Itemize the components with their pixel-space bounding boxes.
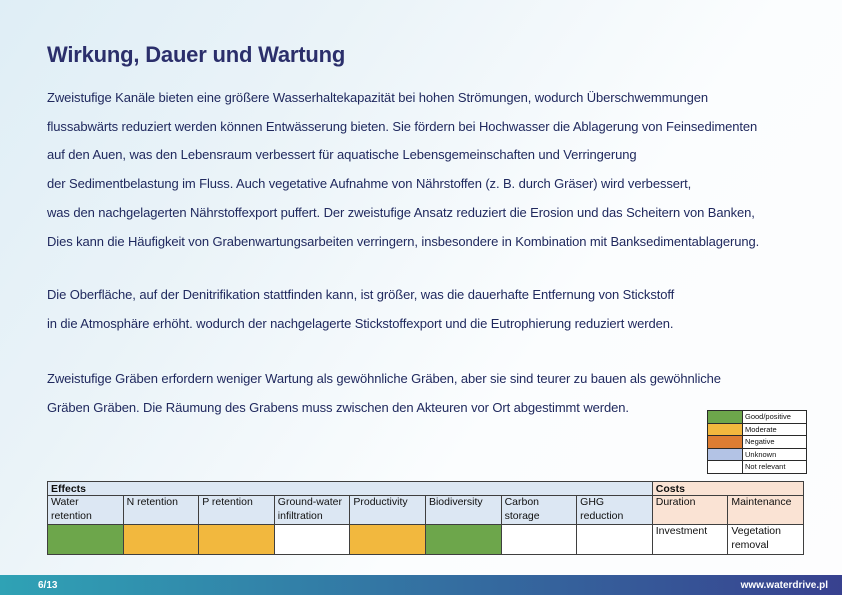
col-header-maintenance: Maintenance: [727, 495, 804, 525]
legend-row: Negative: [707, 435, 807, 449]
rating-cell-ghg-reduction: [576, 524, 653, 555]
text-line: auf den Auen, was den Lebensraum verbess…: [47, 147, 637, 163]
rating-cell-carbon-storage: [500, 524, 578, 555]
text-line: Gräben Gräben. Die Räumung des Grabens m…: [47, 399, 629, 415]
legend-row: Unknown: [707, 447, 807, 462]
legend-swatch-not-relevant: [707, 460, 743, 474]
legend-label: Good/positive: [742, 410, 807, 424]
cell-vegetation-removal: Vegetation removal: [727, 524, 804, 555]
page-number: 6/13: [38, 579, 58, 591]
legend-row: Good/positive: [707, 410, 807, 424]
col-header-biodiversity: Biodiversity: [424, 495, 502, 525]
legend-row: Not relevant: [707, 460, 807, 474]
legend-label: Negative: [742, 435, 807, 449]
text-line: der Sedimentbelastung im Fluss. Auch veg…: [47, 176, 692, 192]
rating-cell-biodiversity: [424, 524, 502, 555]
paragraph-maintenance: Zweistufige Gräben erfordern weniger War…: [47, 365, 834, 422]
rating-cell-n-retention: [122, 524, 200, 555]
page-title: Wirkung, Dauer und Wartung: [47, 42, 346, 67]
text-line: Die Oberfläche, auf der Denitrifikation …: [47, 287, 675, 302]
paragraph-denitrification: Die Oberfläche, auf der Denitrifikation …: [47, 281, 834, 338]
legend-label: Moderate: [742, 422, 807, 437]
col-header-productivity: Productivity: [349, 495, 426, 525]
text-line: was den nachgelagerten Nährstoffexport p…: [47, 204, 755, 220]
legend-swatch-good: [707, 410, 743, 424]
rating-row: Investment Vegetation removal: [47, 524, 804, 555]
legend-swatch-negative: [707, 435, 743, 449]
col-header-carbon-storage: Carbon storage: [500, 495, 578, 525]
text-line: flussabwärts reduziert werden können Ent…: [47, 118, 758, 134]
rating-cell-p-retention: [198, 524, 275, 555]
rating-cell-productivity: [349, 524, 426, 555]
cell-investment: Investment: [651, 524, 729, 555]
text-line: in die Atmosphäre erhöht. wodurch der na…: [47, 315, 674, 331]
col-header-water-retention: Water retention: [47, 495, 124, 525]
text-line: Zweistufige Gräben erfordern weniger War…: [47, 371, 721, 386]
legend-swatch-moderate: [707, 422, 743, 437]
effects-costs-table: Effects Costs Water retention N retentio…: [47, 481, 805, 555]
paragraph-effects: Zweistufige Kanäle bieten eine größere W…: [47, 84, 834, 256]
footer-bar: 6/13 www.waterdrive.pl: [0, 575, 842, 595]
col-header-n-retention: N retention: [122, 495, 200, 525]
legend-table: Good/positive Moderate Negative Unknown …: [707, 410, 807, 474]
column-header-row: Water retention N retention P retention …: [47, 495, 804, 525]
col-header-duration: Duration: [651, 495, 729, 525]
legend-label: Unknown: [742, 447, 807, 462]
rating-cell-water-retention: [47, 524, 124, 555]
footer-website: www.waterdrive.pl: [740, 579, 828, 591]
col-header-groundwater-infiltration: Ground-water infiltration: [273, 495, 351, 525]
legend-row: Moderate: [707, 422, 807, 437]
legend-swatch-unknown: [707, 447, 743, 462]
effects-group-header: Effects: [47, 481, 653, 496]
col-header-p-retention: P retention: [198, 495, 275, 525]
rating-cell-groundwater-infiltration: [273, 524, 351, 555]
group-header-row: Effects Costs: [47, 481, 805, 496]
text-line: Dies kann die Häufigkeit von Grabenwartu…: [47, 233, 760, 249]
text-line: Zweistufige Kanäle bieten eine größere W…: [47, 90, 708, 105]
col-header-ghg-reduction: GHG reduction: [576, 495, 653, 525]
costs-group-header: Costs: [651, 481, 805, 496]
legend-label: Not relevant: [742, 460, 807, 474]
